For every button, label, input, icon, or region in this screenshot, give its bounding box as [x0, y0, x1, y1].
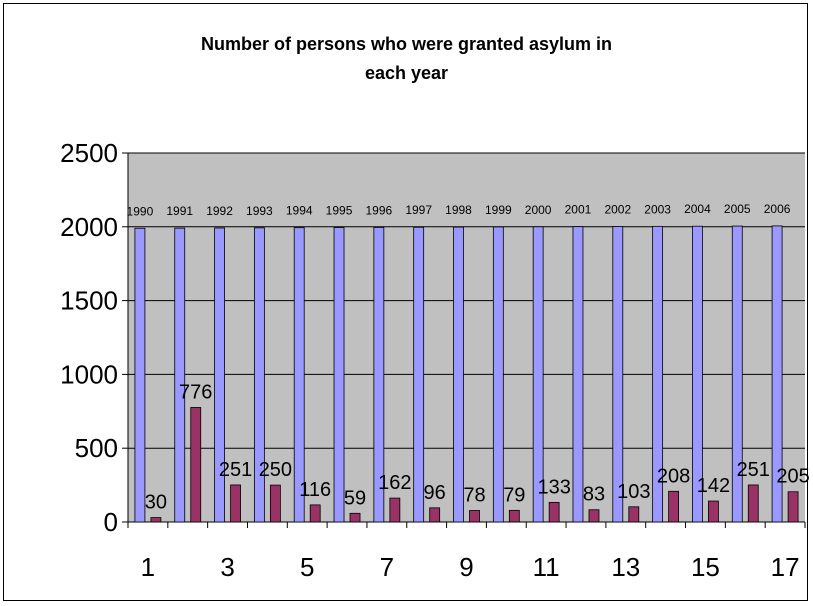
- bar-series-1: [293, 227, 305, 523]
- bar-series-1: [333, 227, 345, 523]
- bar-series-2: [628, 506, 640, 523]
- data-label-series-1: 1997: [405, 203, 432, 217]
- bar-series-2: [588, 509, 600, 523]
- x-tick-label: 9: [459, 552, 473, 582]
- bar-series-1: [731, 225, 743, 523]
- bar-series-2: [389, 497, 401, 523]
- data-label-series-1: 2000: [525, 203, 552, 217]
- bar-series-2: [548, 501, 560, 523]
- bar-series-1: [652, 225, 664, 523]
- data-label-series-2: 79: [503, 484, 525, 506]
- bar-series-2: [269, 484, 281, 523]
- bar-series-2: [708, 500, 719, 523]
- bar-series-1: [253, 227, 265, 523]
- bar-series-1: [453, 226, 464, 523]
- data-label-series-2: 162: [378, 472, 411, 494]
- data-label-series-2: 78: [463, 484, 485, 506]
- data-label-series-2: 251: [737, 459, 770, 481]
- bar-series-2: [429, 507, 441, 523]
- data-label-series-2: 250: [259, 459, 292, 481]
- bar-series-1: [214, 227, 225, 523]
- bar-series-2: [309, 504, 321, 523]
- data-label-series-1: 1995: [326, 204, 353, 218]
- data-label-series-2: 96: [424, 482, 446, 504]
- data-label-series-1: 1992: [206, 204, 233, 218]
- y-tick-label: 1500: [60, 286, 118, 316]
- bar-series-2: [508, 509, 520, 523]
- bar-series-2: [469, 510, 480, 523]
- data-label-series-1: 2001: [565, 203, 592, 217]
- y-tick-label: 2000: [60, 212, 118, 242]
- data-label-series-2: 116: [299, 479, 331, 501]
- data-label-series-1: 2004: [684, 202, 711, 216]
- chart-title-line-1: Number of persons who were granted asylu…: [200, 34, 613, 54]
- data-label-series-2: 142: [697, 475, 730, 497]
- data-label-series-2: 776: [179, 381, 212, 403]
- data-label-series-1: 2003: [644, 202, 671, 216]
- data-label-series-1: 2002: [604, 203, 631, 217]
- data-label-series-2: 83: [583, 484, 605, 506]
- bar-series-2: [230, 484, 241, 523]
- data-label-series-1: 1991: [166, 204, 193, 218]
- data-label-series-1: 1999: [485, 203, 512, 217]
- bar-series-1: [373, 226, 385, 523]
- x-tick-label: 7: [380, 552, 394, 582]
- bar-series-1: [174, 227, 186, 523]
- y-tick-label: 500: [75, 433, 118, 463]
- bar-series-2: [349, 512, 361, 523]
- data-label-series-2: 208: [657, 465, 690, 487]
- data-label-series-2: 30: [145, 492, 167, 514]
- data-label-series-1: 1996: [366, 203, 393, 217]
- bar-series-1: [692, 225, 703, 523]
- y-tick-label: 1000: [60, 359, 118, 389]
- data-label-series-1: 1990: [127, 204, 154, 218]
- bar-series-1: [492, 226, 504, 523]
- y-tick-label: 2500: [60, 138, 118, 168]
- data-label-series-2: 59: [344, 487, 366, 509]
- bar-series-1: [413, 226, 425, 523]
- x-tick-label: 15: [691, 552, 720, 582]
- data-label-series-1: 2005: [724, 202, 751, 216]
- bar-series-2: [150, 517, 162, 523]
- data-label-series-1: 1998: [445, 203, 472, 217]
- bar-series-1: [612, 226, 624, 523]
- chart-title: Number of persons who were granted asylu…: [0, 30, 813, 88]
- bar-series-2: [190, 407, 202, 523]
- data-label-series-1: 2006: [764, 202, 791, 216]
- x-tick-label: 1: [141, 552, 155, 582]
- x-tick-label: 3: [220, 552, 234, 582]
- bar-series-1: [532, 226, 544, 523]
- x-tick-label: 11: [533, 552, 560, 582]
- chart-title-line-2: each year: [364, 63, 449, 83]
- data-label-series-1: 1994: [286, 204, 313, 218]
- bar-series-2: [787, 491, 799, 523]
- data-label-series-2: 133: [537, 476, 570, 498]
- x-tick-label: 17: [771, 552, 800, 582]
- bar-series-2: [668, 490, 680, 523]
- data-label-series-1: 1993: [246, 204, 273, 218]
- bar-series-2: [747, 484, 759, 523]
- data-label-series-2: 251: [219, 459, 252, 481]
- data-label-series-2: 103: [617, 481, 650, 503]
- x-tick-label: 5: [300, 552, 314, 582]
- data-label-series-2: 205: [776, 466, 809, 488]
- bar-series-1: [572, 226, 584, 523]
- bar-series-1: [771, 225, 783, 523]
- x-tick-label: 13: [611, 552, 640, 582]
- bar-series-1: [134, 227, 146, 523]
- y-tick-label: 0: [104, 507, 118, 537]
